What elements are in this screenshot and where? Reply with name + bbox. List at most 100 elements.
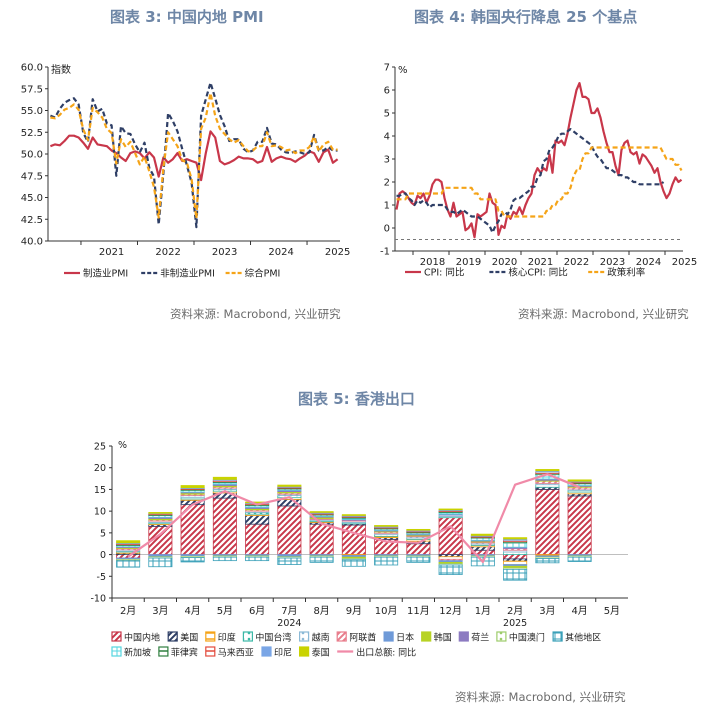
bar-segment-10 xyxy=(535,558,560,564)
legend-swatch-6 xyxy=(383,631,394,642)
legend-label-1: 美国 xyxy=(180,632,198,644)
legend-swatch-13 xyxy=(205,646,216,657)
bar-segment-0 xyxy=(503,554,528,560)
y-tick-label: 40.0 xyxy=(21,237,43,248)
bar-segment-15 xyxy=(341,514,366,516)
total-exports-line xyxy=(127,473,581,564)
bar-segment-10 xyxy=(245,556,270,562)
legend-swatch-5 xyxy=(336,631,347,642)
x-tick-label: 2024 xyxy=(636,257,661,268)
y-tick-label: 42.5 xyxy=(21,215,43,226)
bar-segment-0 xyxy=(245,523,270,555)
bar-segment-0 xyxy=(406,543,431,555)
series-line-1 xyxy=(50,81,338,229)
series-line-2 xyxy=(50,91,338,220)
legend-label-3: 中国台湾 xyxy=(255,632,291,644)
y-tick-label: 15 xyxy=(94,485,106,496)
bar-segment-15 xyxy=(374,525,399,527)
y-tick-label: -1 xyxy=(380,247,390,258)
china-pmi-chart: 40.0 42.5 45.0 47.5 50.0 52.5 55.0 57.5 60.0 指数 20… xyxy=(21,63,350,280)
chart3-title: 图表 3: 中国内地 PMI xyxy=(110,8,264,26)
x-tick-label: 8月 xyxy=(313,605,329,617)
x-tick-label: 1月 xyxy=(475,605,491,617)
year-label: 2024 xyxy=(277,618,301,629)
korea-cpi-chart: -1 0 1 2 3 4 5 6 7 % 2018 2019 2020 2021 2022 2023 2024 2… xyxy=(380,63,697,279)
chart4-source: 资料来源: Macrobond, 兴业研究 xyxy=(518,307,689,321)
x-tick-label: 2022 xyxy=(155,247,180,258)
x-tick-label: 12月 xyxy=(439,605,462,617)
legend-label-8: 荷兰 xyxy=(471,632,489,644)
legend-swatch-0 xyxy=(111,631,122,642)
bar-segment-1 xyxy=(470,546,495,551)
bar-segment-10 xyxy=(567,556,592,562)
bar-segment-10 xyxy=(116,560,141,568)
bar-segment-0 xyxy=(535,489,560,555)
legend-label-2: 综合PMI xyxy=(245,268,281,280)
y-tick-label: -10 xyxy=(90,594,106,605)
x-tick-label: 2018 xyxy=(420,257,445,268)
bar-segment-10 xyxy=(438,564,463,575)
x-tick-label: 3月 xyxy=(539,605,555,617)
legend-swatch-8 xyxy=(458,631,469,642)
bar-segment-1 xyxy=(245,515,270,525)
x-tick-label: 2月 xyxy=(120,605,136,617)
bar-segment-15 xyxy=(470,533,495,536)
legend-label-7: 韩国 xyxy=(434,632,452,644)
legend-label-0: CPI: 同比 xyxy=(424,267,464,279)
legend-swatch-9 xyxy=(496,631,507,642)
bar-segment-15 xyxy=(438,508,463,511)
bar-segment-0 xyxy=(309,523,334,555)
x-tick-label: 2025 xyxy=(672,257,697,268)
chart5-title: 图表 5: 香港出口 xyxy=(298,390,415,408)
y-axis-label: 指数 xyxy=(51,63,71,76)
y-axis-label: % xyxy=(118,440,127,451)
legend-label-6: 日本 xyxy=(396,632,414,644)
legend-swatch-14 xyxy=(261,646,272,657)
series-line-1 xyxy=(396,127,665,234)
bar-segment-15 xyxy=(277,484,302,487)
x-tick-label: 4月 xyxy=(184,605,200,617)
legend-label-1: 非制造业PMI xyxy=(160,268,215,280)
bar-segment-10 xyxy=(503,568,528,581)
bar-segment-15 xyxy=(503,537,528,540)
series-line-0 xyxy=(50,130,339,182)
y-tick-label: 20 xyxy=(94,463,106,474)
bar-segment-10 xyxy=(212,556,237,562)
x-tick-label: 2023 xyxy=(212,247,237,258)
bar-segment-10 xyxy=(341,559,366,567)
legend-label-12: 菲律宾 xyxy=(171,647,198,659)
y-tick-label: 0 xyxy=(384,224,390,235)
y-tick-label: 5 xyxy=(100,528,106,539)
legend-label-total: 出口总额: 同比 xyxy=(356,647,416,659)
y-tick-label: 4 xyxy=(384,132,390,143)
chart4-title: 图表 4: 韩国央行降息 25 个基点 xyxy=(414,8,638,26)
x-tick-label: 9月 xyxy=(346,605,362,617)
y-tick-label: -5 xyxy=(97,572,106,583)
chart3-source: 资料来源: Macrobond, 兴业研究 xyxy=(170,307,341,321)
legend-swatch-10 xyxy=(552,631,563,642)
year-label: 2025 xyxy=(503,618,527,629)
x-tick-label: 2021 xyxy=(528,257,553,268)
bar-segment-10 xyxy=(309,556,334,563)
bar-segment-15 xyxy=(116,540,141,544)
bar-segment-0 xyxy=(567,495,592,555)
x-tick-label: 2025 xyxy=(325,247,350,258)
bar-segment-15 xyxy=(309,511,334,513)
y-tick-label: 6 xyxy=(384,86,390,97)
y-tick-label: 57.5 xyxy=(21,84,43,95)
x-tick-label: 5月 xyxy=(604,605,620,617)
y-tick-label: 2 xyxy=(384,178,390,189)
legend-label-13: 马来西亚 xyxy=(218,648,254,659)
legend-label-2: 印度 xyxy=(218,632,236,644)
legend-label-1: 核心CPI: 同比 xyxy=(508,267,567,279)
bar-segment-15 xyxy=(212,476,237,480)
legend-label-14: 印尼 xyxy=(274,647,292,659)
legend-swatch-7 xyxy=(421,631,432,642)
x-tick-label: 7月 xyxy=(281,605,297,617)
legend-label-15: 泰国 xyxy=(312,647,330,659)
bar-segment-15 xyxy=(535,469,560,472)
legend-label-4: 越南 xyxy=(312,632,330,644)
bar-segment-10 xyxy=(277,557,302,565)
x-tick-label: 3月 xyxy=(152,605,168,617)
